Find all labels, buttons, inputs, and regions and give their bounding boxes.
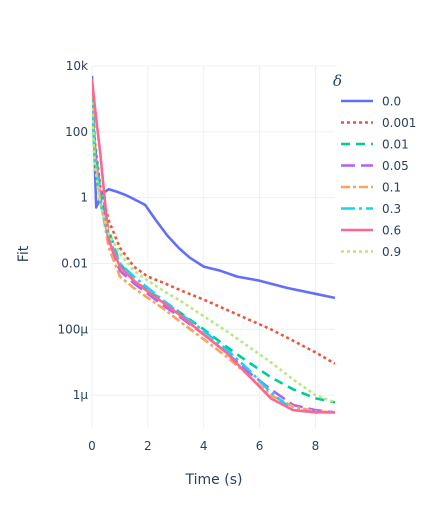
legend-label: 0.6 <box>382 224 401 238</box>
legend: δ 0.0 0.001 0.01 0.05 0.1 0.3 0.6 0.9 <box>333 72 416 259</box>
legend-item[interactable]: 0.01 <box>341 138 409 152</box>
legend-label: 0.01 <box>382 138 409 152</box>
legend-item[interactable]: 0.1 <box>341 181 401 195</box>
y-tick-label: 100 <box>65 125 88 139</box>
legend-item[interactable]: 0.6 <box>341 224 401 238</box>
x-tick-label: 0 <box>88 439 96 453</box>
series-line-0-9 <box>92 102 335 404</box>
series-line-0-6 <box>92 78 335 414</box>
legend-label: 0.9 <box>382 245 401 259</box>
series-line-0-0 <box>92 75 335 300</box>
legend-label: 0.3 <box>382 202 401 216</box>
y-tick-label: 10k <box>66 59 88 73</box>
series-line-0-01 <box>92 85 335 404</box>
x-tick-label: 2 <box>144 439 152 453</box>
legend-item[interactable]: 0.001 <box>341 116 416 130</box>
series-line-0-3 <box>92 98 335 414</box>
legend-item[interactable]: 0.0 <box>341 95 401 109</box>
x-axis-ticks: 0 2 4 6 8 <box>88 439 319 453</box>
y-axis-ticks: 1μ 100μ 0.01 1 100 10k <box>57 59 88 402</box>
series-lines <box>92 75 335 414</box>
grid-lines <box>91 65 335 428</box>
legend-label: 0.001 <box>382 116 416 130</box>
legend-label: 0.05 <box>382 159 409 173</box>
series-line-0-1 <box>92 93 335 414</box>
y-axis-title: Fit <box>16 245 32 262</box>
x-tick-label: 4 <box>200 439 208 453</box>
x-tick-label: 8 <box>312 439 320 453</box>
y-tick-label: 100μ <box>57 322 88 336</box>
y-tick-label: 1μ <box>73 388 89 402</box>
y-tick-label: 1 <box>80 191 88 205</box>
y-tick-label: 0.01 <box>61 256 88 270</box>
legend-title: δ <box>333 72 342 90</box>
legend-label: 0.0 <box>382 95 401 109</box>
series-line-0-05 <box>92 88 335 414</box>
legend-label: 0.1 <box>382 181 401 195</box>
x-axis-title: Time (s) <box>185 472 243 488</box>
legend-item[interactable]: 0.05 <box>341 159 409 173</box>
legend-item[interactable]: 0.9 <box>341 245 401 259</box>
legend-item[interactable]: 0.3 <box>341 202 401 216</box>
x-tick-label: 6 <box>256 439 264 453</box>
